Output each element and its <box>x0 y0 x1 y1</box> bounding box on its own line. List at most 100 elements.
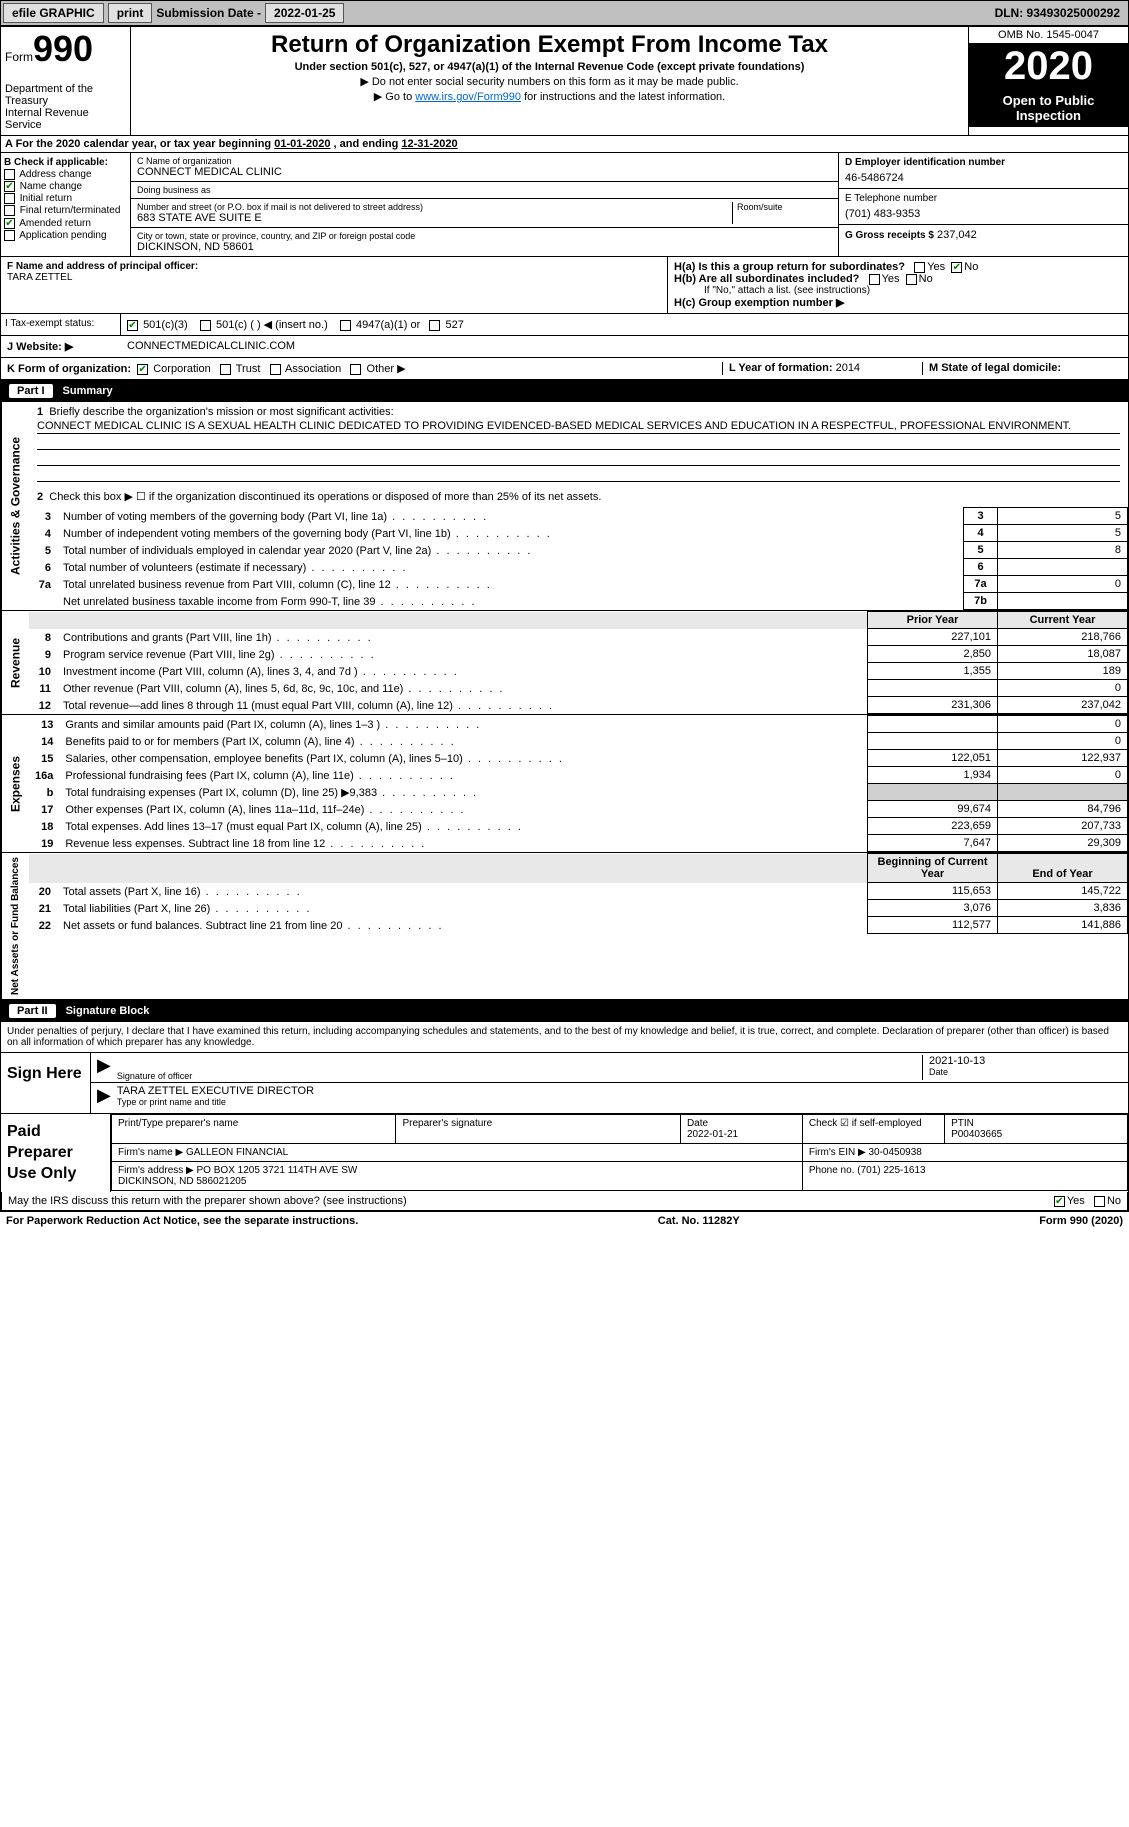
chk-discuss-no[interactable] <box>1094 1196 1105 1207</box>
efile-button[interactable]: efile GRAPHIC <box>3 3 104 23</box>
principal-officer-name: TARA ZETTEL <box>7 272 661 283</box>
chk-527[interactable] <box>429 320 440 331</box>
year-formation-value: 2014 <box>836 362 860 374</box>
sign-here-label: Sign Here <box>1 1053 91 1113</box>
catalog-number: Cat. No. 11282Y <box>658 1215 740 1227</box>
website-value: CONNECTMEDICALCLINIC.COM <box>127 340 295 353</box>
year-formation-label: L Year of formation: <box>729 362 833 374</box>
city-value: DICKINSON, ND 58601 <box>137 241 832 253</box>
part-2-header: Part II Signature Block <box>0 1000 1129 1022</box>
irs-link[interactable]: www.irs.gov/Form990 <box>415 91 521 103</box>
sig-date-label: Date <box>929 1067 1122 1077</box>
discuss-row: May the IRS discuss this return with the… <box>1 1192 1128 1211</box>
chk-501c3[interactable] <box>127 320 138 331</box>
table-row: 17Other expenses (Part IX, column (A), l… <box>29 801 1128 818</box>
open-to-public: Open to Public Inspection <box>969 89 1128 127</box>
ein-label: D Employer identification number <box>845 157 1122 168</box>
department: Department of the Treasury Internal Reve… <box>5 83 126 131</box>
table-row: 4Number of independent voting members of… <box>29 525 1128 542</box>
vtab-governance: Activities & Governance <box>1 402 29 610</box>
address-label: Number and street (or P.O. box if mail i… <box>137 202 732 212</box>
arrow-icon: ▶ <box>97 1055 111 1080</box>
table-row: 22Net assets or fund balances. Subtract … <box>29 917 1128 934</box>
omb-number: OMB No. 1545-0047 <box>969 27 1128 44</box>
table-row: 8Contributions and grants (Part VIII, li… <box>29 629 1128 646</box>
ptin-label: PTIN <box>951 1118 974 1129</box>
city-label: City or town, state or province, country… <box>137 231 832 241</box>
chk-association[interactable] <box>270 364 281 375</box>
table-row: 20Total assets (Part X, line 16)115,6531… <box>29 883 1128 900</box>
arrow-icon: ▶ <box>97 1085 111 1111</box>
phone-label: E Telephone number <box>845 193 1122 204</box>
ptin-value: P00403665 <box>951 1129 1002 1140</box>
website-row: J Website: ▶ CONNECTMEDICALCLINIC.COM <box>0 336 1129 358</box>
net-assets-section: Net Assets or Fund Balances Beginning of… <box>0 853 1129 1000</box>
chk-address-change[interactable]: Address change <box>4 169 127 180</box>
vtab-revenue: Revenue <box>1 611 29 714</box>
chk-discuss-yes[interactable] <box>1054 1196 1065 1207</box>
table-row: bTotal fundraising expenses (Part IX, co… <box>29 784 1128 801</box>
form-word: Form <box>5 50 33 64</box>
prep-date-label: Date <box>687 1118 708 1129</box>
table-row: 10Investment income (Part VIII, column (… <box>29 663 1128 680</box>
prep-name-label: Print/Type preparer's name <box>118 1118 238 1129</box>
gross-receipts-value: 237,042 <box>937 229 977 241</box>
table-row: 6Total number of volunteers (estimate if… <box>29 559 1128 576</box>
chk-name-change[interactable]: Name change <box>4 181 127 192</box>
tax-year: 2020 <box>969 44 1128 89</box>
website-label: J Website: ▶ <box>7 340 127 353</box>
sig-officer-label: Signature of officer <box>117 1071 922 1081</box>
paid-preparer-label: Paid Preparer Use Only <box>1 1114 111 1192</box>
q2-text: Check this box ▶ ☐ if the organization d… <box>49 491 601 503</box>
table-row: 18Total expenses. Add lines 13–17 (must … <box>29 818 1128 835</box>
table-row: 15Salaries, other compensation, employee… <box>29 750 1128 767</box>
part-1-label: Part I <box>9 384 53 398</box>
self-employed-check[interactable]: Check ☑ if self-employed <box>809 1118 922 1129</box>
submission-label: Submission Date - <box>156 6 261 20</box>
firm-phone-label: Phone no. <box>809 1165 855 1176</box>
chk-other[interactable] <box>350 364 361 375</box>
section-b-checkboxes: B Check if applicable: Address change Na… <box>1 153 131 256</box>
chk-initial-return[interactable]: Initial return <box>4 193 127 204</box>
h-c-row: H(c) Group exemption number ▶ <box>674 296 1122 309</box>
table-row: 9Program service revenue (Part VIII, lin… <box>29 646 1128 663</box>
chk-501c[interactable] <box>200 320 211 331</box>
table-row: 11Other revenue (Part VIII, column (A), … <box>29 680 1128 697</box>
preparer-table: Print/Type preparer's name Preparer's si… <box>111 1114 1128 1191</box>
chk-trust[interactable] <box>220 364 231 375</box>
governance-section: Activities & Governance 1 Briefly descri… <box>0 402 1129 611</box>
chk-amended-return[interactable]: Amended return <box>4 218 127 229</box>
table-row: 21Total liabilities (Part X, line 26)3,0… <box>29 900 1128 917</box>
submission-date: 2022-01-25 <box>265 3 344 23</box>
form-note-2: ▶ Go to www.irs.gov/Form990 for instruct… <box>135 90 964 103</box>
form-org-label: K Form of organization: <box>7 363 131 375</box>
chk-application-pending[interactable]: Application pending <box>4 230 127 241</box>
org-info-block: B Check if applicable: Address change Na… <box>0 153 1129 257</box>
prep-sig-label: Preparer's signature <box>402 1118 492 1129</box>
form-footer: Form 990 (2020) <box>1039 1215 1123 1227</box>
page-footer: For Paperwork Reduction Act Notice, see … <box>0 1212 1129 1230</box>
principal-officer-label: F Name and address of principal officer: <box>7 261 661 272</box>
expenses-section: Expenses 13Grants and similar amounts pa… <box>0 715 1129 853</box>
form-note-1: ▶ Do not enter social security numbers o… <box>135 75 964 88</box>
table-row: 12Total revenue—add lines 8 through 11 (… <box>29 697 1128 714</box>
table-row: 14Benefits paid to or for members (Part … <box>29 733 1128 750</box>
sig-date-value: 2021-10-13 <box>929 1055 1122 1067</box>
form-title: Return of Organization Exempt From Incom… <box>135 31 964 59</box>
chk-4947[interactable] <box>340 320 351 331</box>
top-toolbar: efile GRAPHIC print Submission Date - 20… <box>0 0 1129 26</box>
form-org-row: K Form of organization: Corporation Trus… <box>0 358 1129 380</box>
net-assets-table: Beginning of Current YearEnd of Year20To… <box>29 853 1128 934</box>
part-2-label: Part II <box>9 1004 56 1018</box>
revenue-table: Prior YearCurrent Year8Contributions and… <box>29 611 1128 714</box>
chk-final-return[interactable]: Final return/terminated <box>4 205 127 216</box>
print-button[interactable]: print <box>108 3 153 23</box>
state-domicile-label: M State of legal domicile: <box>929 362 1061 374</box>
phone-value: (701) 483-9353 <box>845 208 1122 220</box>
officer-group-row: F Name and address of principal officer:… <box>0 257 1129 314</box>
status-label: I Tax-exempt status: <box>1 314 121 335</box>
pra-notice: For Paperwork Reduction Act Notice, see … <box>6 1215 358 1227</box>
chk-corporation[interactable] <box>137 364 148 375</box>
signature-block: Under penalties of perjury, I declare th… <box>0 1022 1129 1212</box>
perjury-disclaimer: Under penalties of perjury, I declare th… <box>1 1022 1128 1052</box>
